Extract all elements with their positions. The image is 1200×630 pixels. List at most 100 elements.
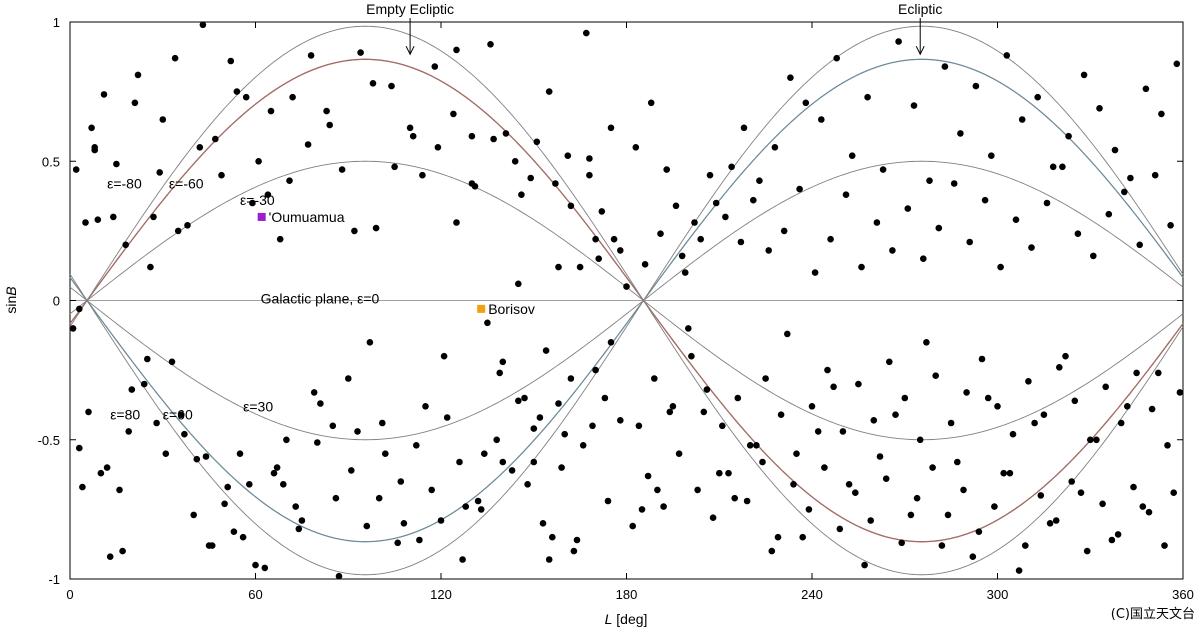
- data-point: [660, 503, 667, 510]
- data-point: [567, 202, 575, 210]
- x-tick-label: 300: [987, 587, 1009, 602]
- data-point: [1127, 174, 1134, 182]
- y-tick-label: 1: [53, 15, 60, 30]
- data-points: [69, 21, 1184, 580]
- data-point: [901, 394, 909, 402]
- data-point: [954, 458, 961, 466]
- data-point: [586, 155, 593, 162]
- data-point: [511, 158, 519, 165]
- data-point: [818, 116, 825, 123]
- data-point: [1077, 489, 1085, 497]
- data-point: [678, 252, 686, 260]
- curve-line-1: [69, 160, 1184, 441]
- data-point: [499, 358, 507, 366]
- curves: [69, 25, 1184, 576]
- data-point: [453, 46, 460, 54]
- data-point: [932, 372, 939, 380]
- data-point: [1121, 188, 1128, 196]
- data-point: [147, 263, 154, 271]
- data-point: [1043, 199, 1051, 207]
- data-point: [910, 102, 918, 109]
- data-point: [697, 235, 704, 243]
- data-point: [181, 430, 188, 438]
- data-point: [1114, 531, 1122, 538]
- x-tick-label: 60: [248, 587, 262, 602]
- data-point: [703, 386, 711, 393]
- data-point: [716, 469, 723, 477]
- data-point: [836, 525, 844, 533]
- data-point: [431, 63, 439, 70]
- data-point: [892, 411, 899, 419]
- data-point: [1009, 430, 1017, 438]
- data-point: [1173, 60, 1181, 68]
- data-point: [487, 41, 494, 48]
- data-point: [369, 80, 377, 87]
- data-point: [681, 269, 689, 276]
- data-point: [991, 503, 998, 510]
- data-point: [802, 99, 810, 107]
- data-point: [246, 481, 253, 488]
- data-point: [1136, 241, 1143, 249]
- data-point: [1003, 52, 1011, 59]
- data-point: [227, 57, 235, 65]
- data-point: [363, 522, 371, 530]
- data-point: [1176, 389, 1184, 396]
- data-point: [604, 497, 612, 505]
- data-point: [1108, 536, 1116, 544]
- data-point: [317, 400, 324, 407]
- data-point: [1087, 436, 1094, 444]
- data-point: [1065, 132, 1072, 140]
- data-point: [515, 397, 522, 405]
- data-point: [920, 255, 927, 262]
- data-point: [938, 542, 946, 549]
- data-point: [694, 486, 701, 494]
- data-point: [579, 442, 587, 449]
- data-point: [477, 506, 485, 513]
- data-point: [437, 517, 445, 524]
- data-point: [1161, 542, 1168, 549]
- data-point: [722, 213, 729, 221]
- data-point: [632, 144, 640, 151]
- data-point: [453, 219, 460, 226]
- data-point: [307, 52, 315, 59]
- data-point: [1052, 517, 1060, 524]
- data-point: [1034, 93, 1041, 101]
- data-point: [110, 213, 117, 221]
- data-point: [224, 483, 231, 491]
- data-point: [731, 494, 738, 502]
- curve-line-6: [69, 25, 1184, 576]
- data-point: [799, 533, 806, 541]
- data-point: [345, 375, 352, 382]
- data-point: [468, 132, 476, 140]
- data-point: [100, 91, 108, 98]
- curve-label-1: ε=-30: [240, 192, 275, 208]
- data-point: [719, 422, 726, 430]
- data-point: [304, 141, 312, 148]
- data-point: [780, 227, 788, 235]
- data-point: [524, 481, 531, 488]
- data-point: [1167, 222, 1174, 229]
- data-point: [530, 458, 538, 466]
- data-point: [233, 88, 241, 95]
- data-point: [493, 436, 501, 444]
- data-point: [592, 366, 599, 374]
- data-point: [168, 358, 176, 366]
- data-point: [787, 74, 794, 81]
- data-point: [372, 224, 380, 232]
- data-point: [502, 130, 510, 137]
- data-point: [113, 160, 120, 168]
- data-point: [119, 547, 126, 555]
- data-point: [589, 422, 596, 430]
- data-point: [190, 511, 197, 519]
- data-point: [419, 171, 426, 179]
- data-point: [549, 533, 556, 541]
- data-point: [966, 238, 973, 246]
- data-point: [174, 227, 182, 235]
- data-point: [1170, 489, 1177, 497]
- data-point: [134, 71, 142, 79]
- data-point: [957, 130, 964, 137]
- data-point: [249, 199, 256, 207]
- data-point: [746, 442, 754, 449]
- curve-line-7: [69, 58, 1184, 543]
